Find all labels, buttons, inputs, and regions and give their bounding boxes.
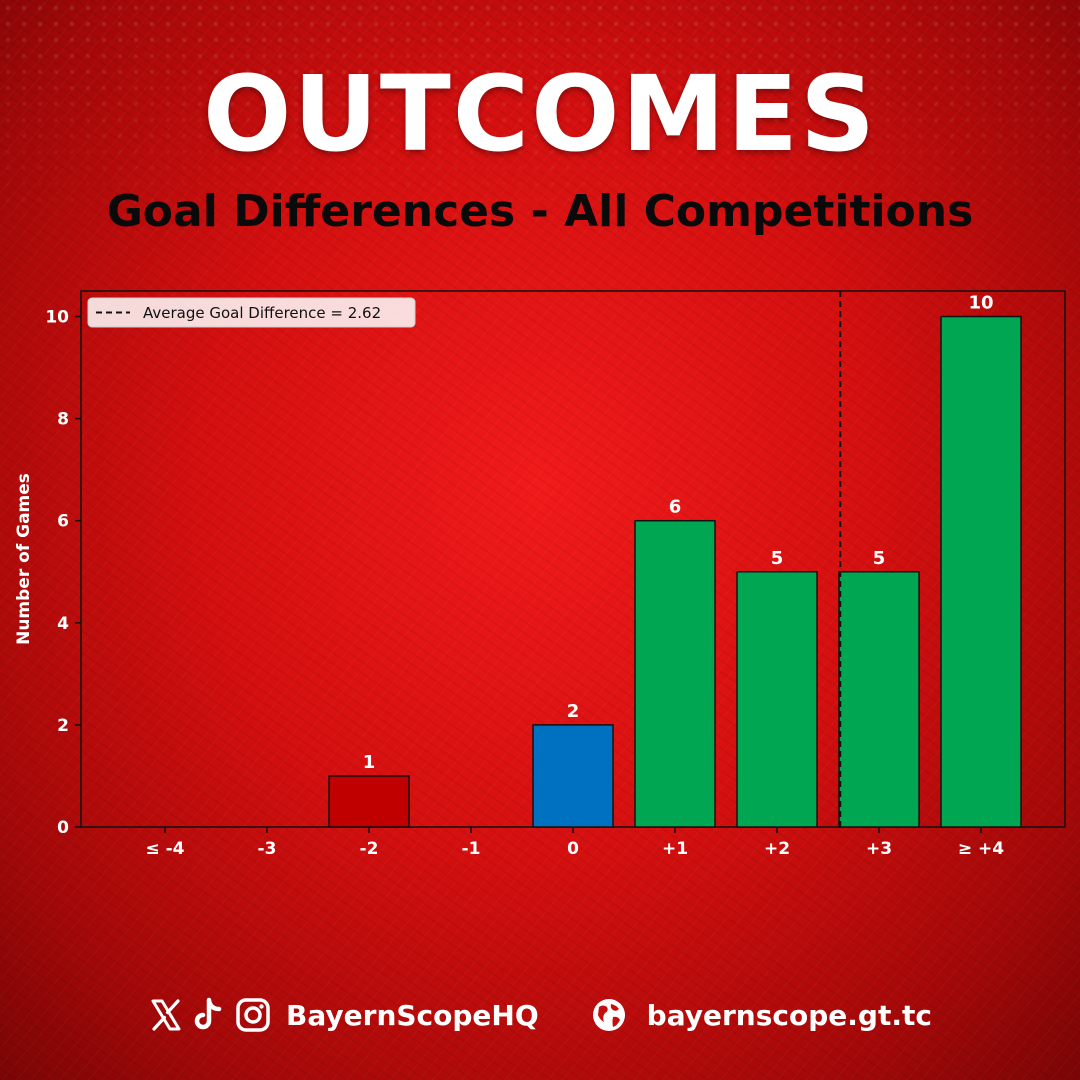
y-tick-label: 6 <box>57 512 69 532</box>
bar-value-label: 10 <box>968 293 993 314</box>
instagram-icon[interactable] <box>234 996 272 1034</box>
bar-value-label: 1 <box>363 752 376 773</box>
bar-value-label: 2 <box>567 701 580 722</box>
page-title: OUTCOMES <box>203 53 877 175</box>
x-tick-label: 0 <box>567 839 579 859</box>
chart-legend: Average Goal Difference = 2.62 <box>87 297 416 328</box>
y-tick-label: 0 <box>57 818 69 838</box>
y-tick-label: 10 <box>45 308 69 328</box>
x-tick-label: +3 <box>866 839 892 859</box>
x-tick-label: +1 <box>662 839 688 859</box>
footer: BayernScopeHQ bayernscope.gt.tc <box>0 990 1080 1040</box>
page-subtitle: Goal Differences - All Competitions <box>106 186 974 237</box>
y-tick-label: 2 <box>57 716 69 736</box>
y-axis-label: Number of Games <box>14 473 34 645</box>
social-handle[interactable]: BayernScopeHQ <box>286 998 539 1032</box>
bar-5 <box>532 724 614 828</box>
x-tick-label: -2 <box>360 839 379 859</box>
legend-box <box>87 297 416 328</box>
x-tick-label: -1 <box>462 839 481 859</box>
bar-6 <box>634 519 716 828</box>
bar-7 <box>736 571 818 828</box>
y-tick-label: 4 <box>57 614 69 634</box>
x-tick-label: -3 <box>258 839 277 859</box>
bar-3 <box>328 775 410 828</box>
bar-8 <box>838 571 920 828</box>
bar-value-label: 5 <box>873 548 886 569</box>
x-icon[interactable] <box>148 997 184 1033</box>
legend-label: Average Goal Difference = 2.62 <box>143 304 381 322</box>
bar-9 <box>940 315 1022 828</box>
x-tick-label: +2 <box>764 839 790 859</box>
globe-icon <box>589 995 629 1035</box>
website-link[interactable]: bayernscope.gt.tc <box>646 998 932 1032</box>
y-tick-label: 8 <box>57 410 69 430</box>
x-tick-label: ≥ +4 <box>958 839 1004 859</box>
tiktok-icon[interactable] <box>192 997 226 1033</box>
bar-value-label: 6 <box>669 497 682 518</box>
bar-value-label: 5 <box>771 548 784 569</box>
x-tick-label: ≤ -4 <box>145 839 184 859</box>
